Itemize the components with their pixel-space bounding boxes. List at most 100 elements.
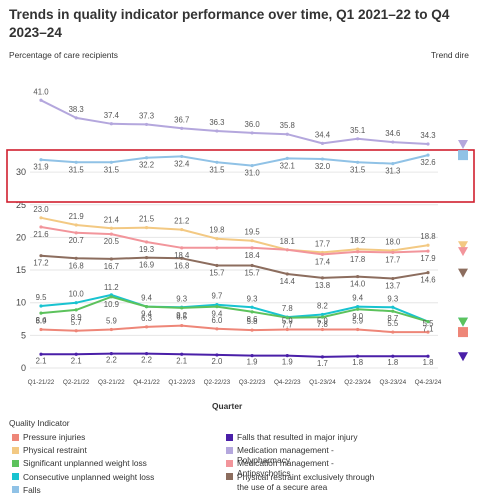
data-point xyxy=(285,156,289,160)
data-point xyxy=(215,353,219,357)
series-line xyxy=(40,226,429,256)
data-label: 6.3 xyxy=(141,314,152,323)
x-tick-label: Q2-23/24 xyxy=(344,379,371,386)
data-point xyxy=(215,305,219,309)
data-label: 16.9 xyxy=(139,261,154,270)
data-label: 6.5 xyxy=(176,313,188,322)
data-label: 9.7 xyxy=(211,292,222,301)
legend-swatch xyxy=(226,459,233,467)
data-label: 9.3 xyxy=(387,294,398,303)
data-point xyxy=(180,256,184,260)
legend-swatch xyxy=(12,446,19,454)
data-point xyxy=(74,231,78,235)
legend-swatch xyxy=(226,473,233,481)
data-point xyxy=(215,129,219,133)
data-label: 19.5 xyxy=(244,228,260,237)
data-point xyxy=(250,246,254,250)
data-label: 38.3 xyxy=(69,105,84,114)
data-label: 21.5 xyxy=(139,215,155,224)
data-label: 16.8 xyxy=(174,261,189,270)
data-point xyxy=(144,305,149,309)
data-label: 5.9 xyxy=(106,316,117,325)
y-axis-caption: Percentage of care recipients xyxy=(9,50,118,60)
data-point xyxy=(356,160,360,164)
data-label: 37.3 xyxy=(139,111,154,120)
legend-item: Pressure injuries xyxy=(12,432,173,442)
data-point xyxy=(74,352,78,356)
data-label: 2.0 xyxy=(211,357,223,366)
y-tick-label: 30 xyxy=(16,167,26,177)
data-label: 32.2 xyxy=(139,161,154,170)
data-label: 1.8 xyxy=(352,358,363,367)
data-label: 9.2 xyxy=(176,311,187,320)
data-point xyxy=(356,305,360,309)
data-point xyxy=(39,327,43,332)
data-point xyxy=(356,250,360,254)
data-label: 9.3 xyxy=(247,294,258,303)
data-label: 32.6 xyxy=(420,158,435,167)
data-label: 18.4 xyxy=(244,251,260,260)
data-point xyxy=(391,250,395,255)
data-point xyxy=(391,162,395,166)
legend-item: Medication management - Antipsychotics xyxy=(226,458,387,478)
y-tick-label: 25 xyxy=(16,200,26,210)
data-point xyxy=(144,352,149,356)
data-label: 16.7 xyxy=(104,262,119,271)
data-label: 7.1 xyxy=(423,325,434,334)
data-point xyxy=(39,304,43,308)
data-point xyxy=(215,327,219,331)
data-point xyxy=(320,312,325,317)
data-label: 8.7 xyxy=(387,314,398,323)
x-tick-label: Q1-21/22 xyxy=(28,379,55,386)
data-label: 36.0 xyxy=(244,120,260,129)
series-line xyxy=(40,324,428,334)
trend-down-icon xyxy=(458,352,468,362)
data-label: 18.0 xyxy=(385,237,401,246)
data-label: 19.8 xyxy=(209,226,224,235)
data-point xyxy=(250,239,254,243)
data-label: 35.8 xyxy=(280,121,295,130)
legend-label: Medication management - Antipsychotics xyxy=(237,458,334,479)
trend-down-icon xyxy=(458,268,468,278)
data-point xyxy=(109,226,113,230)
data-label: 31.3 xyxy=(385,167,400,176)
data-label: 5.5 xyxy=(423,319,435,328)
data-point xyxy=(426,249,430,253)
series-line xyxy=(40,99,429,145)
data-label: 8.4 xyxy=(36,316,48,325)
data-point xyxy=(215,263,219,268)
legend-swatch xyxy=(12,473,19,481)
data-point xyxy=(285,248,289,252)
data-label: 18.1 xyxy=(280,237,295,246)
legend-item: Significant unplanned weight loss xyxy=(12,458,173,468)
data-point xyxy=(74,308,78,312)
data-point xyxy=(285,272,289,276)
data-label: 21.4 xyxy=(104,215,120,224)
data-label: 5.5 xyxy=(387,319,399,328)
y-tick-label: 5 xyxy=(21,330,26,340)
trend-direction-caption: Trend dire xyxy=(431,50,469,60)
data-label: 5.8 xyxy=(247,317,258,326)
data-label: 20.7 xyxy=(69,236,84,245)
data-point xyxy=(144,325,149,329)
series-line xyxy=(41,352,428,358)
data-label: 17.7 xyxy=(315,239,330,248)
data-label: 2.1 xyxy=(176,356,187,365)
x-tick-label: Q3-23/24 xyxy=(379,379,406,386)
data-point xyxy=(74,160,78,164)
series-line xyxy=(40,216,429,254)
data-point xyxy=(391,140,395,144)
data-label: 1.8 xyxy=(423,358,434,367)
data-point xyxy=(39,254,43,258)
data-label: 41.0 xyxy=(33,87,49,96)
data-point xyxy=(250,263,254,268)
data-label: 14.6 xyxy=(420,276,435,285)
data-label: 5.9 xyxy=(282,316,293,325)
data-point xyxy=(320,276,325,280)
data-label: 9.0 xyxy=(352,312,364,321)
data-label: 13.8 xyxy=(315,281,330,290)
data-label: 5.9 xyxy=(352,316,363,325)
x-axis-title: Quarter xyxy=(212,401,243,411)
legend-item: Consecutive unplanned weight loss xyxy=(12,472,173,482)
data-label: 1.9 xyxy=(247,358,258,367)
